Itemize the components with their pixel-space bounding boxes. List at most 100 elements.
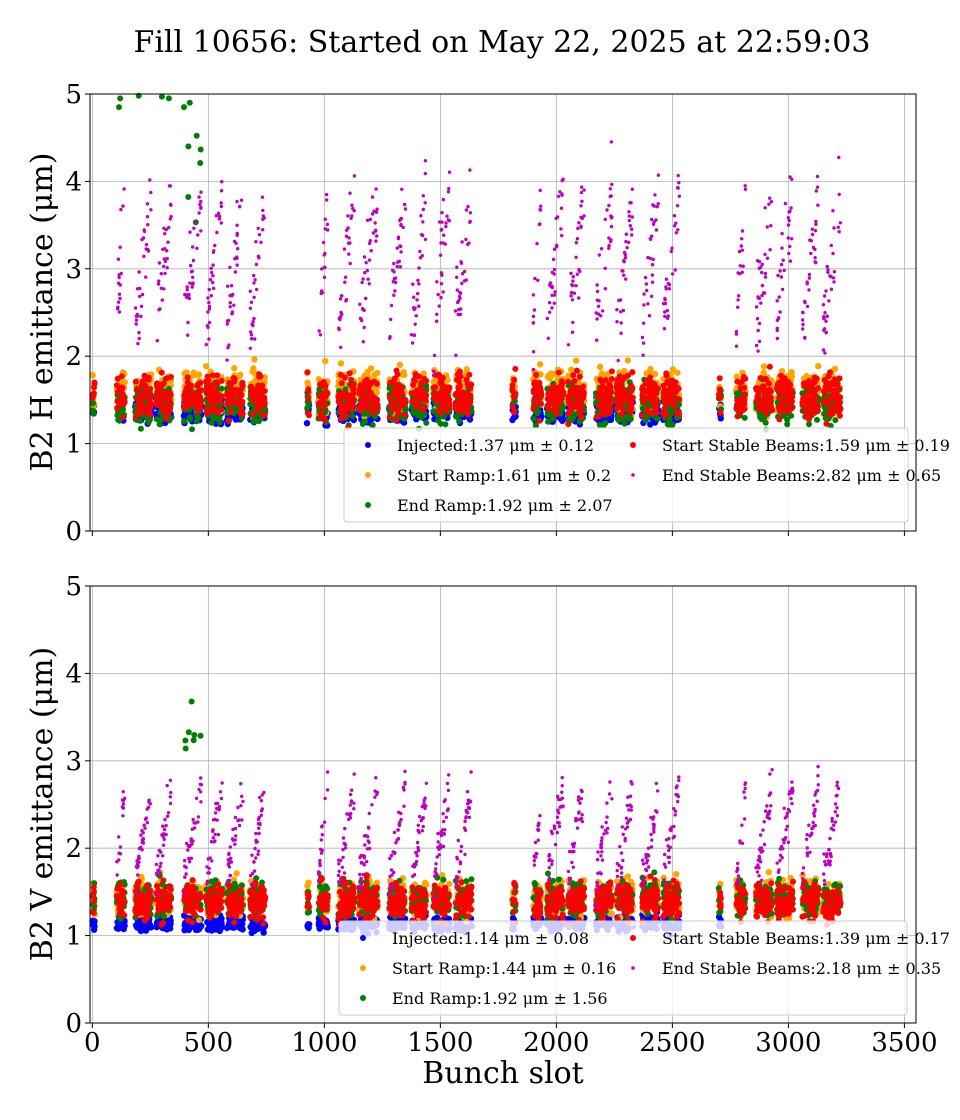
h-point-es: [807, 276, 812, 280]
h-point-es: [597, 299, 601, 303]
h-point-es: [786, 223, 791, 227]
h-point-es: [206, 325, 210, 330]
h-point-es: [775, 336, 779, 341]
h-point-es: [167, 184, 172, 188]
h-point-es: [457, 294, 462, 299]
h-point-es: [574, 241, 578, 245]
h-point-es: [455, 288, 459, 292]
h-point-es: [436, 292, 440, 297]
h-point-es: [569, 294, 573, 298]
h-point-es: [556, 194, 561, 198]
h-point-es: [807, 272, 812, 277]
h-point-es: [603, 217, 607, 222]
h-point-es: [445, 214, 449, 218]
h-point-es: [137, 270, 141, 274]
h-point-es: [823, 311, 827, 315]
h-point-ss: [666, 387, 673, 394]
h-point-es: [403, 207, 408, 211]
h-point-es: [358, 316, 363, 321]
h-point-es: [439, 295, 443, 300]
h-point-es: [442, 233, 446, 237]
h-point-es: [209, 266, 213, 271]
h-point-es: [569, 271, 573, 275]
h-point-ss: [114, 389, 121, 396]
h-point-er: [216, 419, 223, 426]
h-point-ss: [233, 386, 240, 393]
h-point-ss: [163, 415, 170, 422]
h-point-ss: [596, 394, 603, 400]
h-point-es: [670, 272, 675, 276]
h-point-es: [199, 229, 203, 233]
h-point-es: [755, 317, 760, 321]
h-point-er: [153, 416, 160, 423]
h-point-es: [235, 231, 239, 236]
h-point-es: [211, 280, 215, 285]
h-point-sr: [250, 365, 257, 372]
h-point-es: [629, 201, 633, 205]
h-point-es: [535, 241, 539, 246]
h-point-es: [623, 256, 628, 260]
h-point-inj: [717, 415, 724, 422]
h-point-es: [457, 307, 461, 312]
h-point-es: [369, 249, 373, 253]
h-point-ss: [258, 394, 265, 401]
h-point-es: [352, 174, 357, 178]
h-point-es: [441, 290, 445, 294]
h-point-ss: [603, 392, 610, 399]
h-point-ss: [672, 379, 679, 386]
h-point-ss: [184, 379, 191, 386]
h-point-es: [409, 333, 414, 337]
h-point-er: [114, 412, 121, 419]
h-point-es: [757, 339, 762, 343]
h-point-ss: [570, 372, 577, 379]
h-point-ss: [338, 415, 345, 422]
h-point-es: [609, 216, 614, 220]
h-point-es: [196, 233, 200, 237]
h-point-ss: [629, 394, 636, 401]
h-point-es: [763, 252, 767, 257]
h-point-es: [249, 330, 253, 334]
h-point-er-outlier: [116, 104, 122, 111]
h-point-es: [364, 296, 368, 301]
h-point-es: [417, 304, 421, 308]
h-point-es: [253, 337, 257, 341]
h-point-es: [810, 227, 814, 231]
h-point-es: [252, 316, 256, 321]
h-point-er: [627, 415, 634, 422]
h-point-es: [832, 280, 836, 284]
h-point-es: [551, 257, 556, 262]
h-point-es: [435, 280, 439, 284]
h-point-ss: [577, 394, 584, 401]
h-point-es: [323, 227, 327, 231]
h-point-es: [609, 194, 613, 198]
h-point-ss: [343, 412, 350, 419]
h-point-es: [761, 291, 766, 295]
h-point-es: [757, 266, 761, 271]
h-point-es: [199, 206, 203, 210]
h-point-es: [440, 220, 444, 224]
h-point-ss: [413, 396, 420, 403]
h-point-es: [145, 215, 150, 219]
h-point-es: [569, 290, 574, 295]
h-point-ss: [436, 407, 443, 414]
h-point-es: [421, 207, 425, 212]
h-point-es: [813, 229, 818, 233]
h-point-es: [370, 195, 375, 199]
h-point-ss: [512, 365, 519, 372]
h-point-es: [337, 327, 341, 332]
h-point-es: [809, 239, 814, 243]
h-point-ss: [394, 371, 401, 378]
h-point-es: [595, 317, 599, 321]
h-point-es: [261, 208, 265, 213]
h-point-es: [455, 275, 459, 279]
h-point-ss: [214, 379, 221, 386]
h-point-es: [755, 259, 760, 263]
h-point-es: [607, 236, 611, 240]
h-point-ss: [737, 385, 744, 392]
h-point-es: [228, 305, 232, 309]
h-point-es: [206, 310, 210, 314]
h-point-ss: [645, 380, 652, 387]
h-point-ss: [225, 397, 232, 404]
h-point-es: [669, 249, 673, 254]
h-point-es: [229, 284, 234, 288]
